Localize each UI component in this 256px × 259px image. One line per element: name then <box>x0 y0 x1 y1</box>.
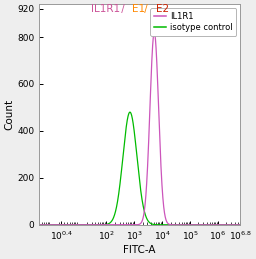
Text: E1: E1 <box>132 4 145 14</box>
Text: /: / <box>142 4 152 14</box>
Legend: IL1R1, isotype control: IL1R1, isotype control <box>150 8 236 35</box>
Text: IL1R1: IL1R1 <box>91 4 120 14</box>
X-axis label: FITC-A: FITC-A <box>123 245 156 255</box>
Text: E2: E2 <box>156 4 169 14</box>
Text: /: / <box>118 4 128 14</box>
Y-axis label: Count: Count <box>4 99 14 130</box>
